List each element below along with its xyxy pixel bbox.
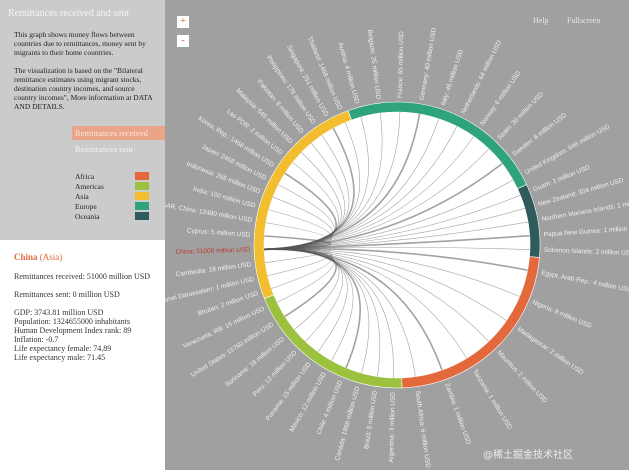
country-label: Cyprus: 5 million USD (187, 227, 251, 238)
legend-swatch (135, 172, 149, 180)
country-label: France: 65 million USD (397, 31, 405, 98)
legend-label: Europe (75, 202, 97, 211)
legend-label: Americas (75, 182, 104, 191)
zoom-in[interactable]: + (177, 16, 189, 28)
legend-swatch (135, 212, 149, 220)
country-label: Venezuela, RB: 15 million USD (182, 305, 266, 350)
country-label: Zambia: 1 million USD (443, 382, 472, 445)
country-label: South Africa: 6 million USD (414, 390, 432, 469)
detail-line: Life expectancy male: 71.45 (14, 353, 106, 362)
country-label: Belgium: 25 million USD (366, 29, 382, 100)
description: This graph shows money flows between cou… (14, 30, 146, 57)
country-label: Suriname: 16 million USD (224, 336, 286, 389)
country-label: Germany: 40 million USD (419, 27, 438, 101)
country-region: (Asia) (39, 252, 63, 262)
detail-line: Inflation: -0.7 (14, 335, 59, 344)
fullscreen-link[interactable]: Fullscreen (567, 16, 601, 25)
country-label: Austria: 4 million USD (336, 42, 360, 105)
detail-panel: China (Asia) Remittances received: 51000… (0, 240, 165, 445)
detail-line: GDP: 3743.81 million USD (14, 308, 104, 317)
country-label: Tanzania: 1 million USD (471, 368, 513, 431)
legend-label: Oceania (75, 212, 100, 221)
legend-swatch (135, 202, 149, 210)
country-label: Italy: 46 million USD (440, 49, 465, 107)
country-label: Madagascar: 2 million USD (516, 326, 585, 377)
country-label: Argentina: 3 million USD (388, 392, 397, 463)
sidebar: Remittances received and sent This graph… (0, 0, 167, 240)
country-label: Brazil: 5 million USD (363, 390, 379, 450)
tab-sent[interactable]: Remittances sent (75, 144, 133, 154)
country-label: Egypt, Arab Rep.: 4 million USD (541, 270, 629, 294)
country-name: China (14, 252, 38, 262)
country-label: United Kingdom: 646 million USD (524, 123, 612, 176)
detail-heading: China (Asia) (14, 252, 62, 262)
watermark: @稀土掘金技术社区 (483, 450, 573, 461)
help-link[interactable]: Help (533, 16, 549, 25)
detail-line: Remittances sent: 0 million USD (14, 290, 120, 299)
country-label: Nigeria: 8 million USD (531, 299, 593, 330)
detail-line: Population: 1324655000 inhabitants (14, 317, 130, 326)
detail-line: Human Development Index rank: 89 (14, 326, 132, 335)
detail-line: Life expectancy female: 74.89 (14, 344, 112, 353)
country-label: Mauritius: 2 million USD (495, 349, 548, 404)
country-label: China: 51000 million USD (176, 247, 251, 256)
zoom-out[interactable]: - (177, 35, 189, 47)
description: The visualization is based on the "Bilat… (14, 66, 153, 111)
country-label: Papua New Guinea: 1 million USD (543, 225, 629, 239)
chord (264, 246, 530, 250)
legend-swatch (135, 192, 149, 200)
country-label: United States: 15760 million USD (190, 321, 275, 379)
chord-diagram: Egypt, Arab Rep.: 4 million USD Nigeria: … (165, 27, 629, 469)
legend-label: Africa (75, 172, 95, 181)
country-label: Solomon Islands: 2 million USD (544, 247, 629, 257)
detail-line: Remittances received: 51000 million USD (14, 272, 150, 281)
chord (264, 162, 503, 251)
sidebar-title: Remittances received and sent (8, 8, 130, 19)
country-label: Cambodia: 18 million USD (175, 261, 252, 278)
chart-area: + - Help Fullscreen Egypt, Arab Rep.: 4 … (165, 0, 629, 470)
legend-label: Asia (75, 192, 89, 201)
tab-received[interactable]: Remittances received (72, 126, 167, 140)
legend-swatch (135, 182, 149, 190)
region-arc (517, 184, 541, 258)
country-label: Canada: 1868 million USD (334, 385, 361, 461)
